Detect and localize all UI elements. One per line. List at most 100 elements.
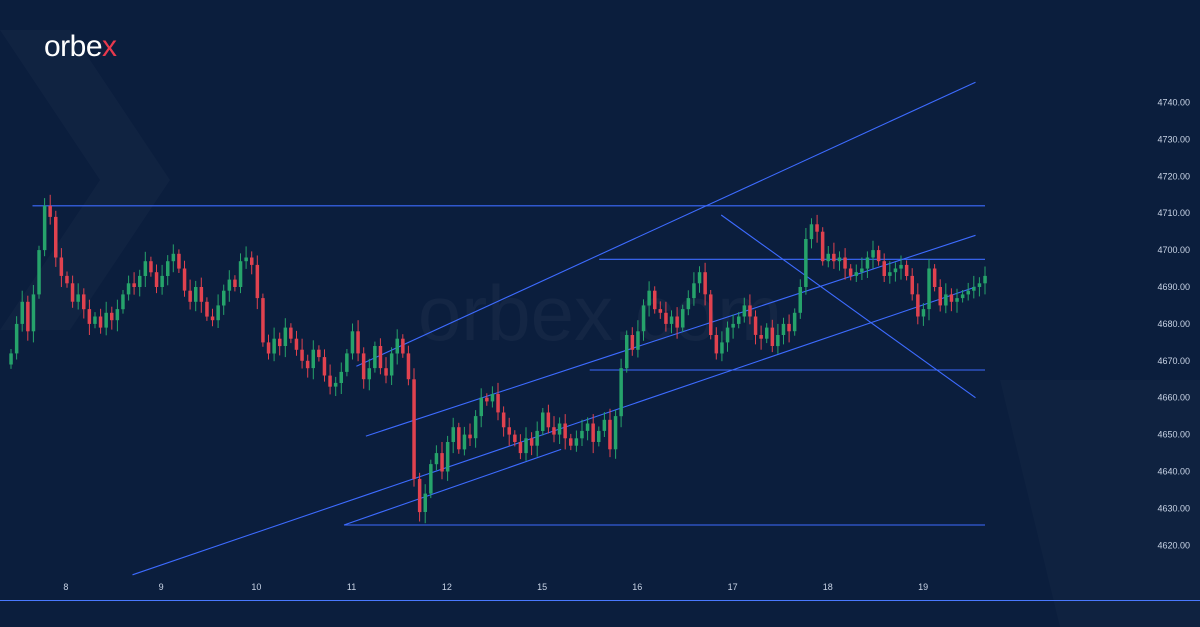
candle-body — [233, 279, 237, 287]
candle — [59, 248, 64, 287]
candle-body — [552, 427, 556, 435]
channel-origin-line[interactable] — [343, 448, 562, 526]
candle-body — [787, 323, 791, 332]
candle-body — [110, 312, 114, 321]
descending-trendline[interactable] — [720, 214, 976, 399]
candle-body — [283, 327, 288, 346]
candle-body — [513, 434, 517, 442]
candle-body — [630, 335, 635, 350]
candle — [350, 323, 355, 360]
candle-body — [244, 257, 248, 262]
price-tick-label: 4710.00 — [1157, 208, 1190, 218]
date-tick-label: 10 — [251, 582, 261, 592]
candle — [65, 271, 69, 288]
candle — [669, 310, 674, 334]
price-axis[interactable]: 4740.00 4730.00 4720.00 4710.00 4700.00 4690.… — [1157, 98, 1190, 551]
candle-body — [759, 335, 763, 339]
candle — [916, 283, 920, 325]
candle-body — [681, 309, 685, 328]
candle-body — [569, 438, 573, 446]
price-tick-label: 4690.00 — [1157, 282, 1190, 292]
candle — [809, 218, 814, 249]
candle — [289, 323, 293, 344]
candle-body — [149, 261, 153, 273]
candle-body — [328, 375, 332, 387]
candle — [126, 275, 131, 301]
candle-body — [104, 312, 108, 328]
candle-body — [115, 309, 120, 321]
candle — [244, 246, 248, 269]
candle — [104, 301, 108, 336]
candle-body — [300, 349, 304, 361]
candle — [210, 308, 215, 327]
candle — [770, 319, 775, 353]
candle — [406, 345, 411, 386]
candle — [490, 386, 495, 408]
candle — [731, 314, 735, 339]
trendline-drawings[interactable] — [32, 81, 986, 576]
candle — [82, 288, 86, 319]
channel-lower-line[interactable] — [365, 234, 976, 437]
candle-body — [854, 272, 858, 276]
candle-body — [445, 442, 450, 472]
candle-body — [781, 323, 786, 335]
candle-body — [26, 301, 30, 332]
candle — [955, 288, 959, 313]
candle — [843, 248, 847, 280]
candle — [804, 228, 808, 295]
candle-body — [216, 305, 220, 321]
candle — [238, 253, 243, 294]
candle-body — [138, 275, 142, 287]
candle-body — [423, 493, 427, 512]
candle-body — [289, 327, 293, 339]
candle-body — [697, 272, 702, 284]
candle-body — [541, 412, 545, 431]
date-tick-label: 11 — [347, 582, 356, 592]
candle-body — [709, 294, 713, 335]
candle — [888, 261, 892, 284]
channel-upper-line[interactable] — [356, 81, 976, 367]
candle — [613, 410, 618, 459]
candle — [48, 194, 52, 225]
candle-body — [686, 298, 691, 310]
candles — [9, 194, 987, 524]
candle — [378, 338, 383, 375]
candle — [882, 253, 886, 282]
candle — [98, 308, 103, 334]
candle — [356, 320, 360, 362]
candle-body — [860, 268, 864, 273]
candle — [921, 303, 926, 326]
candle — [585, 417, 590, 441]
price-tick-label: 4630.00 — [1157, 503, 1190, 513]
date-tick-label: 17 — [728, 582, 738, 592]
candle — [266, 334, 271, 360]
candle-body — [417, 478, 422, 513]
candle — [647, 281, 651, 317]
candle — [272, 327, 276, 362]
candle-body — [507, 427, 511, 435]
candle — [524, 427, 528, 461]
candle-body — [479, 397, 483, 417]
candle-body — [619, 368, 623, 417]
candle — [557, 417, 562, 444]
candle-body — [658, 309, 663, 313]
candle-body — [798, 287, 802, 313]
candle — [580, 419, 584, 446]
candle — [451, 417, 455, 454]
candle-body — [938, 287, 942, 306]
candle-body — [373, 346, 377, 369]
candle — [339, 362, 343, 394]
candle — [725, 321, 730, 352]
candle-body — [608, 419, 612, 450]
candle — [501, 406, 506, 437]
candle-body — [65, 275, 69, 284]
candle — [496, 382, 500, 421]
candle — [798, 279, 802, 319]
candle-body — [87, 309, 92, 324]
candle — [597, 426, 601, 447]
candle — [311, 340, 315, 380]
time-axis[interactable]: 8 9 10 11 12 15 16 17 18 19 — [0, 582, 1200, 601]
candle-body — [910, 275, 914, 295]
candle — [848, 264, 853, 281]
candle-body — [171, 253, 176, 262]
